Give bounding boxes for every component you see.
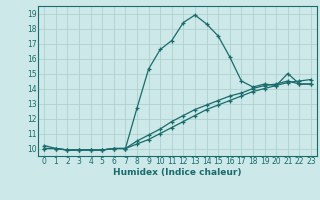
X-axis label: Humidex (Indice chaleur): Humidex (Indice chaleur) <box>113 168 242 177</box>
